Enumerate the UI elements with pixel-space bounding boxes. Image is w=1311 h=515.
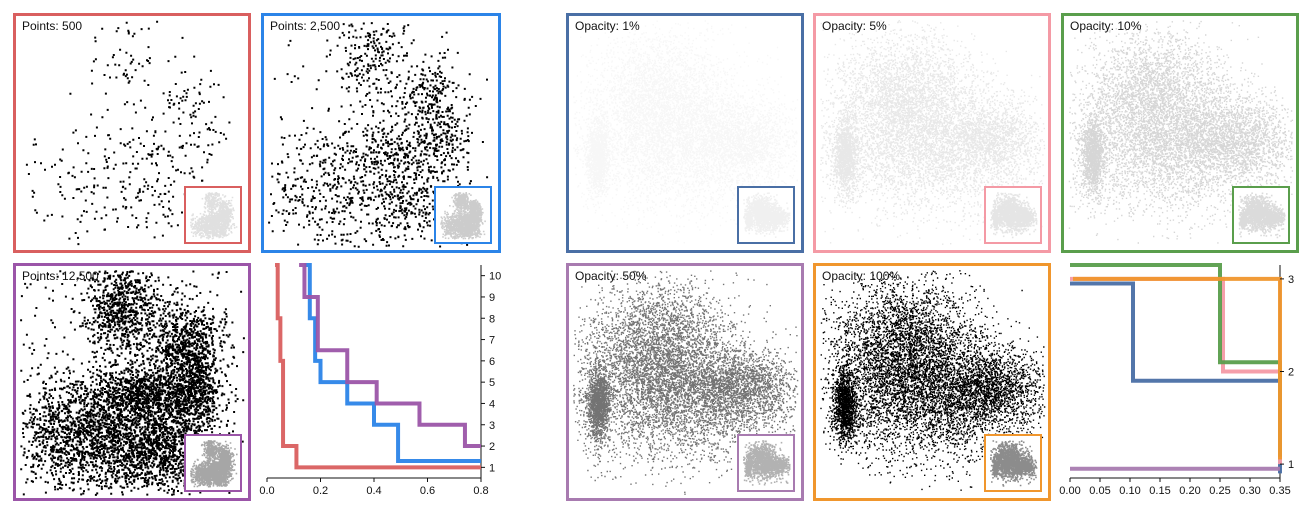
y-tick-label: 1 bbox=[489, 462, 495, 474]
panel-label: Points: 2,500 bbox=[270, 19, 341, 33]
panel-opacity-10: Opacity: 10% bbox=[1061, 13, 1299, 253]
series-line-2 bbox=[1070, 263, 1282, 457]
density-thumbnail bbox=[1232, 186, 1290, 244]
scatter-plot bbox=[820, 270, 1046, 491]
y-tick-label: 2 bbox=[489, 441, 495, 453]
series-line-1 bbox=[1070, 276, 1282, 465]
x-tick-label: 0.6 bbox=[420, 485, 435, 497]
y-tick-label: 7 bbox=[489, 335, 495, 347]
x-tick-label: 0.4 bbox=[366, 485, 381, 497]
x-tick-label: 0.10 bbox=[1119, 485, 1140, 497]
x-tick-label: 0.30 bbox=[1239, 485, 1260, 497]
series-line-0 bbox=[1070, 281, 1282, 474]
series-line-1 bbox=[304, 263, 481, 463]
panel-label: Opacity: 100% bbox=[822, 269, 901, 283]
panel-points-2500: Points: 2,500 bbox=[261, 13, 501, 253]
scatter-plot bbox=[20, 270, 245, 496]
panel-opacity-5: Opacity: 5% bbox=[813, 13, 1051, 253]
scatter-plot bbox=[820, 20, 1046, 245]
x-tick-label: 0.15 bbox=[1149, 485, 1170, 497]
y-tick-label: 3 bbox=[489, 420, 495, 432]
scatter-plot bbox=[1068, 20, 1294, 244]
density-thumbnail bbox=[984, 186, 1042, 244]
y-tick-label: 9 bbox=[489, 292, 495, 304]
x-tick-label: 0.05 bbox=[1089, 485, 1110, 497]
x-tick-label: 0.0 bbox=[259, 485, 274, 497]
density-thumbnail bbox=[737, 434, 795, 492]
series-line-4 bbox=[1073, 276, 1282, 460]
panel-points-500: Points: 500 bbox=[13, 13, 251, 253]
y-tick-label: 4 bbox=[489, 398, 495, 410]
panel-opacity-100: Opacity: 100% bbox=[813, 263, 1051, 501]
series-line-0 bbox=[275, 263, 481, 470]
y-tick-label: 2 bbox=[1288, 367, 1294, 379]
scatter-plot bbox=[573, 270, 799, 495]
panel-label: Opacity: 10% bbox=[1070, 19, 1142, 33]
x-tick-label: 0.00 bbox=[1059, 485, 1080, 497]
step-chart-svg: 0.0 0.2 0.4 0.6 0.81 2 3 4 5 6 7 8 9 10 bbox=[259, 263, 501, 497]
step-chart-svg: 0.00 0.05 0.10 0.15 0.20 0.25 0.30 0.35 1 2 3 bbox=[1059, 263, 1294, 497]
x-tick-label: 0.25 bbox=[1209, 485, 1230, 497]
y-tick-label: 6 bbox=[489, 356, 495, 368]
density-thumbnail bbox=[984, 434, 1042, 492]
panel-opacity-50: Opacity: 50% bbox=[566, 263, 804, 501]
panel-label: Opacity: 5% bbox=[822, 19, 887, 33]
x-tick-label: 0.20 bbox=[1179, 485, 1200, 497]
panel-label: Opacity: 50% bbox=[575, 269, 647, 283]
y-tick-label: 10 bbox=[489, 271, 501, 283]
y-tick-label: 1 bbox=[1288, 459, 1294, 471]
density-thumbnail bbox=[434, 186, 492, 244]
y-tick-label: 8 bbox=[489, 313, 495, 325]
step-chart-left: 0.0 0.2 0.4 0.6 0.8 1 2 3 4 5 6 7 8 9 10 bbox=[259, 263, 501, 503]
x-tick-label: 0.2 bbox=[313, 485, 328, 497]
panel-label: Opacity: 1% bbox=[575, 19, 640, 33]
panel-label: Points: 500 bbox=[22, 19, 83, 33]
density-thumbnail bbox=[184, 186, 242, 244]
panel-opacity-1: Opacity: 1% bbox=[566, 13, 804, 253]
panel-label: Points: 12,500 bbox=[22, 269, 99, 283]
x-tick-label: 0.35 bbox=[1269, 485, 1290, 497]
density-thumbnail bbox=[737, 186, 795, 244]
panel-points-12500: Points: 12,500 bbox=[13, 263, 251, 501]
step-chart-right: 0.00 0.05 0.10 0.15 0.20 0.25 0.30 0.35 1 2 3 bbox=[1059, 263, 1300, 503]
scatter-plot bbox=[25, 20, 231, 246]
y-tick-label: 5 bbox=[489, 377, 495, 389]
density-thumbnail bbox=[184, 434, 242, 492]
x-tick-label: 0.8 bbox=[473, 485, 488, 497]
y-tick-label: 3 bbox=[1288, 274, 1294, 286]
series-line-2 bbox=[299, 263, 481, 449]
